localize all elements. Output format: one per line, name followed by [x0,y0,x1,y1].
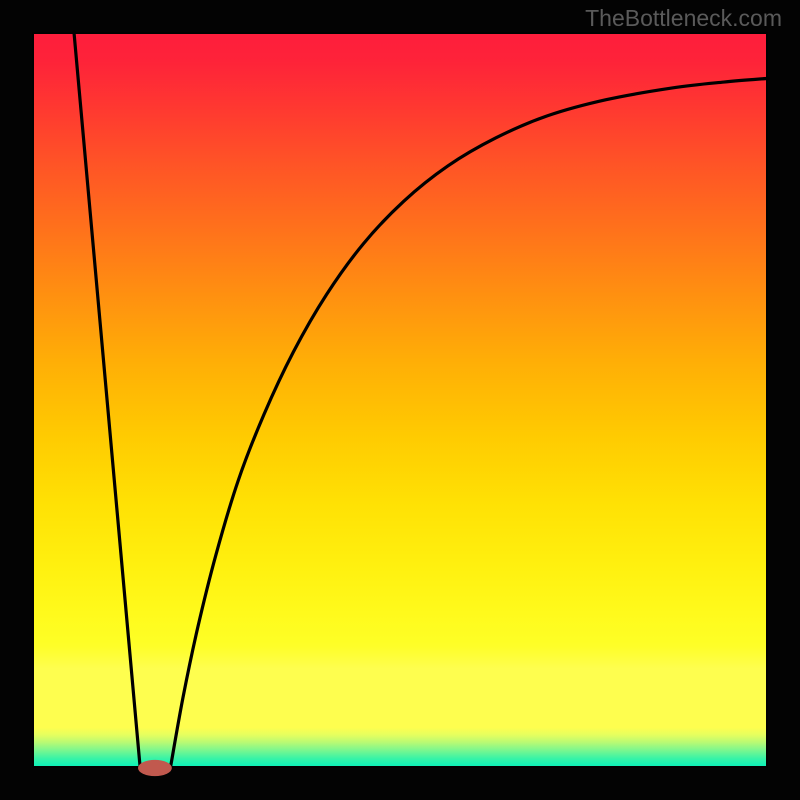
chart-svg-overlay [0,0,800,800]
chart-curve-left-branch [74,32,140,768]
chart-minimum-marker [138,760,172,776]
watermark-text: TheBottleneck.com [585,5,782,32]
chart-curve-right-branch [170,78,768,768]
